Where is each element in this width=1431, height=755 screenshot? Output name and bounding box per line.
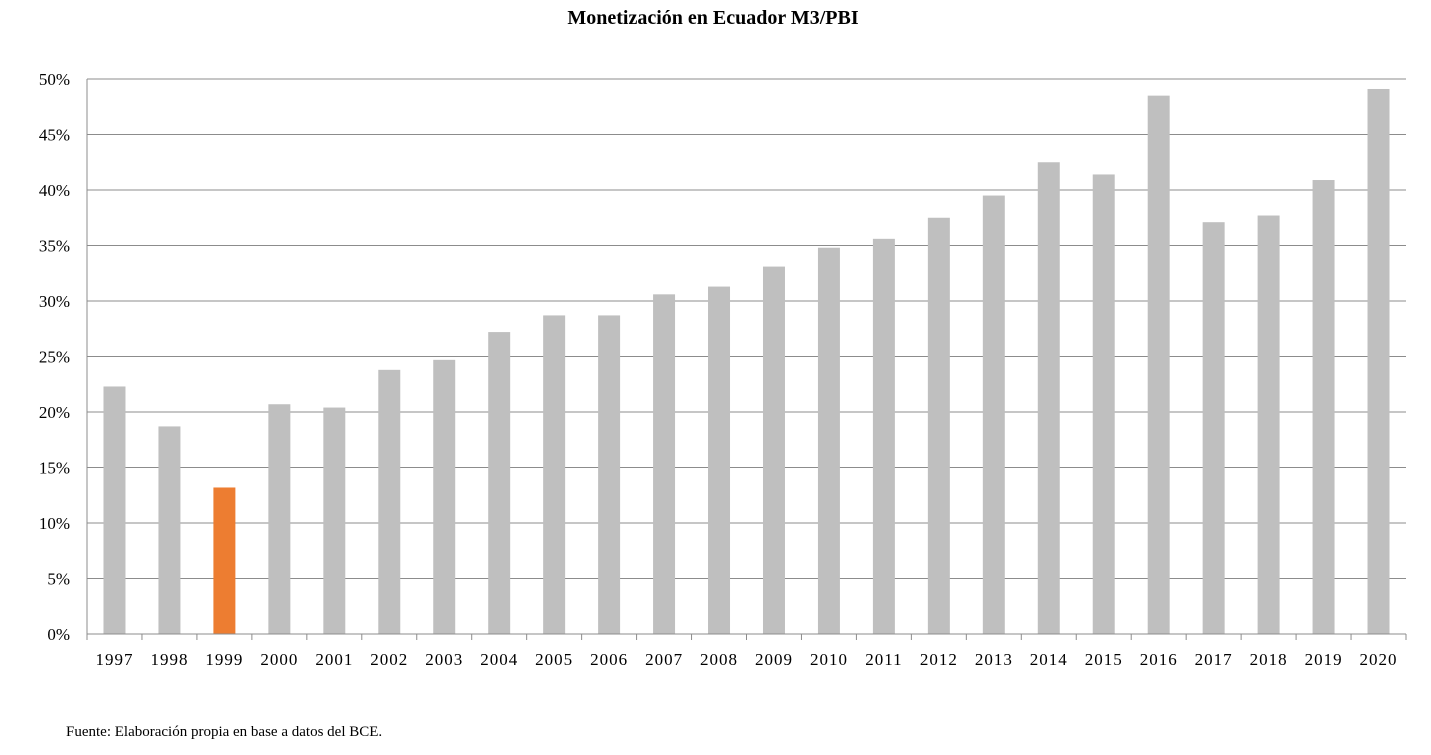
bar-2003: [433, 359, 456, 634]
bar-2005: [543, 315, 566, 634]
gridlines: [87, 78, 1406, 579]
y-tick-label: 25%: [39, 348, 70, 367]
x-tick-label: 2017: [1195, 650, 1233, 669]
y-tick-label: 30%: [39, 292, 70, 311]
bar-2000: [268, 404, 291, 634]
x-axis-ticks: 1997 1998 1999 2000 2001 2002 2003 2004 2005 2006…: [95, 650, 1398, 669]
x-tick-label: 2003: [425, 650, 463, 669]
y-tick-label: 5%: [47, 570, 70, 589]
bars: [103, 88, 1390, 635]
x-tick-label: 2005: [535, 650, 573, 669]
x-tick-label: 2014: [1030, 650, 1068, 669]
bar-2010: [817, 247, 840, 634]
bar-2012: [927, 217, 950, 634]
x-tick-label: 2009: [755, 650, 793, 669]
bar-2015: [1092, 174, 1115, 634]
x-tick-label: 2000: [260, 650, 298, 669]
x-tick-label: 2002: [370, 650, 408, 669]
x-tick-label: 2012: [920, 650, 958, 669]
y-tick-label: 50%: [39, 70, 70, 89]
x-tick-label: 2007: [645, 650, 683, 669]
bar-2001: [323, 407, 346, 634]
bar-2008: [708, 286, 731, 634]
x-tick-label: 2006: [590, 650, 628, 669]
bar-2018: [1257, 215, 1280, 634]
y-tick-label: 0%: [47, 625, 70, 644]
bar-2007: [653, 294, 676, 634]
x-tick-label: 2018: [1250, 650, 1288, 669]
bar-chart: Monetización en Ecuador M3/PBI 0% 5% 10% 15…: [39, 7, 1407, 669]
bar-2002: [378, 369, 401, 634]
bar-2016: [1147, 95, 1170, 634]
bar-2004: [488, 332, 511, 634]
x-tick-label: 2013: [975, 650, 1013, 669]
source-note: Fuente: Elaboración propia en base a dat…: [66, 724, 383, 740]
x-tick-label: 2004: [480, 650, 518, 669]
x-tick-label: 2011: [865, 650, 902, 669]
y-axis-ticks: 0% 5% 10% 15% 20% 25% 30% 35% 40% 45% 50%: [39, 70, 70, 644]
bar-2011: [872, 238, 895, 634]
x-tick-label: 1999: [205, 650, 243, 669]
bar-2014: [1037, 162, 1060, 634]
bar-2019: [1312, 180, 1335, 634]
x-tick-label: 2019: [1305, 650, 1343, 669]
y-tick-label: 10%: [39, 514, 70, 533]
bar-2017: [1202, 222, 1225, 634]
bar-1997: [103, 386, 126, 634]
x-tick-label: 2020: [1360, 650, 1398, 669]
x-tick-label: 2010: [810, 650, 848, 669]
x-tick-label: 1998: [150, 650, 188, 669]
x-tick-label: 1997: [95, 650, 133, 669]
bar-1999: [213, 487, 236, 634]
y-tick-label: 20%: [39, 403, 70, 422]
bar-2020: [1367, 88, 1390, 635]
bar-2013: [982, 195, 1005, 635]
y-tick-label: 45%: [39, 126, 70, 145]
bar-2006: [598, 315, 621, 634]
bar-2009: [762, 266, 785, 634]
bar-1998: [158, 426, 181, 634]
y-tick-label: 40%: [39, 181, 70, 200]
x-tick-label: 2008: [700, 650, 738, 669]
x-tick-label: 2015: [1085, 650, 1123, 669]
x-axis: [86, 79, 1407, 640]
y-tick-label: 35%: [39, 237, 70, 256]
y-tick-label: 15%: [39, 459, 70, 478]
x-tick-label: 2016: [1140, 650, 1178, 669]
x-tick-label: 2001: [315, 650, 353, 669]
chart-title: Monetización en Ecuador M3/PBI: [567, 7, 858, 29]
